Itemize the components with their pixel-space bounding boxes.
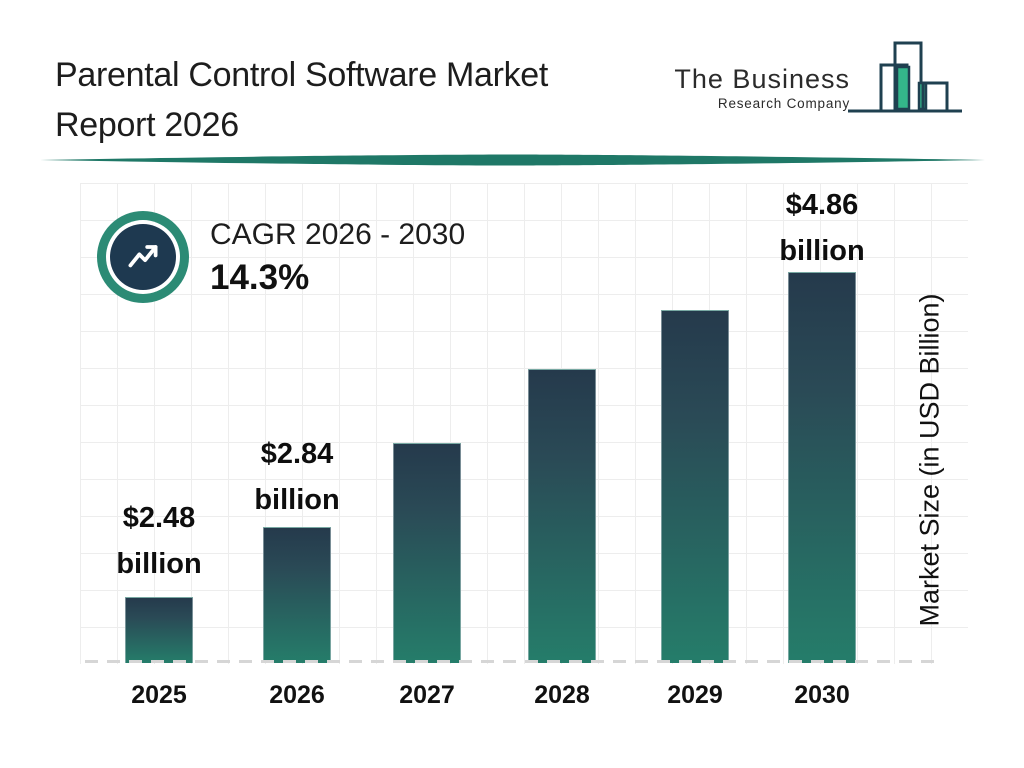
- value-label-2025: $2.48 billion: [79, 495, 239, 587]
- page-title-line1: Parental Control Software Market: [55, 56, 549, 94]
- cagr-period-label: CAGR 2026 - 2030: [210, 218, 466, 251]
- x-tick-2027: 2027: [399, 681, 455, 709]
- value-label-unit: billion: [116, 548, 202, 580]
- value-label-2026: $2.84 billion: [217, 431, 377, 523]
- x-tick-2030: 2030: [794, 681, 850, 709]
- logo-text-primary: The Business: [674, 64, 850, 94]
- value-label-amount: $4.86: [785, 189, 859, 221]
- y-axis-label: Market Size (in USD Billion): [914, 293, 945, 627]
- bar-2030: [788, 272, 856, 663]
- bar-2025: [125, 597, 193, 663]
- value-label-unit: billion: [254, 484, 340, 516]
- value-label-amount: $2.84: [260, 438, 334, 470]
- cagr-value: 14.3%: [210, 258, 310, 297]
- title-divider: [40, 154, 985, 166]
- x-tick-2026: 2026: [269, 681, 325, 709]
- trend-up-icon: [128, 245, 158, 268]
- bar-2029: [661, 310, 729, 663]
- x-tick-2028: 2028: [534, 681, 590, 709]
- cagr-badge-core: [110, 224, 176, 290]
- page-title-line2: Report 2026: [55, 106, 239, 144]
- axis-baseline-dashed: [85, 660, 940, 663]
- x-tick-2025: 2025: [131, 681, 187, 709]
- x-tick-2029: 2029: [667, 681, 723, 709]
- bar-2028: [528, 369, 596, 663]
- bar-2027: [393, 443, 461, 663]
- logo-text-secondary: Research Company: [717, 96, 850, 111]
- cagr-trend-badge: [97, 211, 189, 303]
- value-label-unit: billion: [779, 235, 865, 267]
- value-label-2030: $4.86 billion: [742, 182, 902, 274]
- page-title: Parental Control Software Market Report …: [55, 50, 675, 150]
- cagr-badge-ring: [106, 220, 180, 294]
- logo-bars-icon: [848, 41, 962, 113]
- value-label-amount: $2.48: [122, 502, 196, 534]
- bar-2026: [263, 527, 331, 663]
- company-logo: The Business Research Company: [674, 38, 978, 128]
